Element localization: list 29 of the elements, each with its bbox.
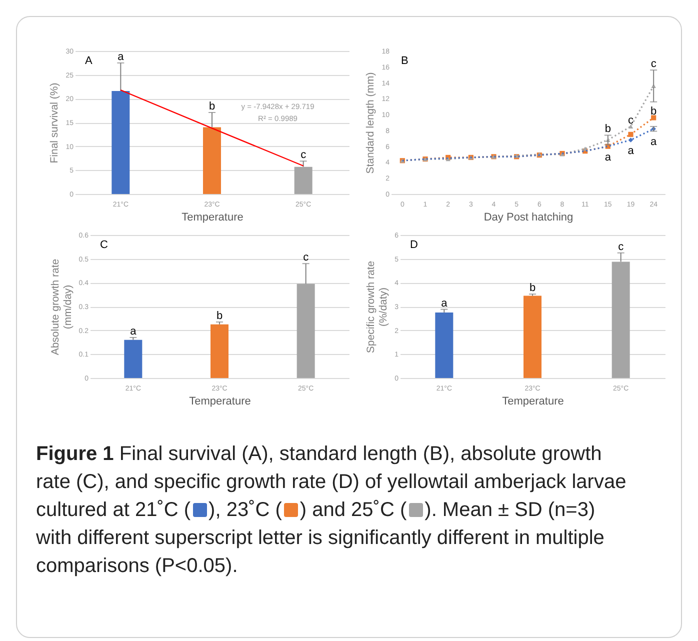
annotation: a <box>650 136 658 148</box>
annotation: a <box>441 297 448 310</box>
y-axis-title: Final survival (%) <box>48 82 61 164</box>
annotation: a <box>118 50 125 63</box>
annotation: B <box>401 55 408 67</box>
y-axis-title: Specific growth rate (%/daty) <box>365 260 390 354</box>
annotation: b <box>604 123 611 136</box>
annotation: c <box>650 58 657 70</box>
y-axis-title: Standard length (mm) <box>364 72 377 174</box>
x-axis-title: Temperature <box>502 396 564 408</box>
annotation: b <box>208 100 216 112</box>
annotation: c <box>303 252 310 264</box>
text: Figure 1 Final survival (A), standard length (B), absolute growth rate (C), and specific growth rate (D) of yellowtail amberjack larvae cultured at 21˚C ( ), 23˚C ( ) and 25˚C ( ). Mean ± SD (n=3) with different superscript letter is significantly different in multiple comparisons (P<0.05). <box>36 443 626 577</box>
annotation: a <box>604 151 612 164</box>
annotation: b <box>650 106 657 118</box>
annotation: a <box>628 144 635 157</box>
annotation: c <box>628 114 634 126</box>
x-axis-title: Temperature <box>182 212 244 224</box>
y-axis-title: Absolute growth rate (mm/day) <box>49 258 74 356</box>
annotation: a <box>130 325 138 338</box>
annotation: A <box>85 55 93 67</box>
annotation: D <box>410 239 418 251</box>
annotation: b <box>529 282 536 294</box>
annotation: c <box>300 149 307 162</box>
annotation: c <box>618 240 624 253</box>
annotation: b <box>216 310 223 322</box>
x-axis-title: Temperature <box>189 396 251 408</box>
x-axis-title: Day Post hatching <box>484 212 574 224</box>
annotation: C <box>100 239 108 251</box>
